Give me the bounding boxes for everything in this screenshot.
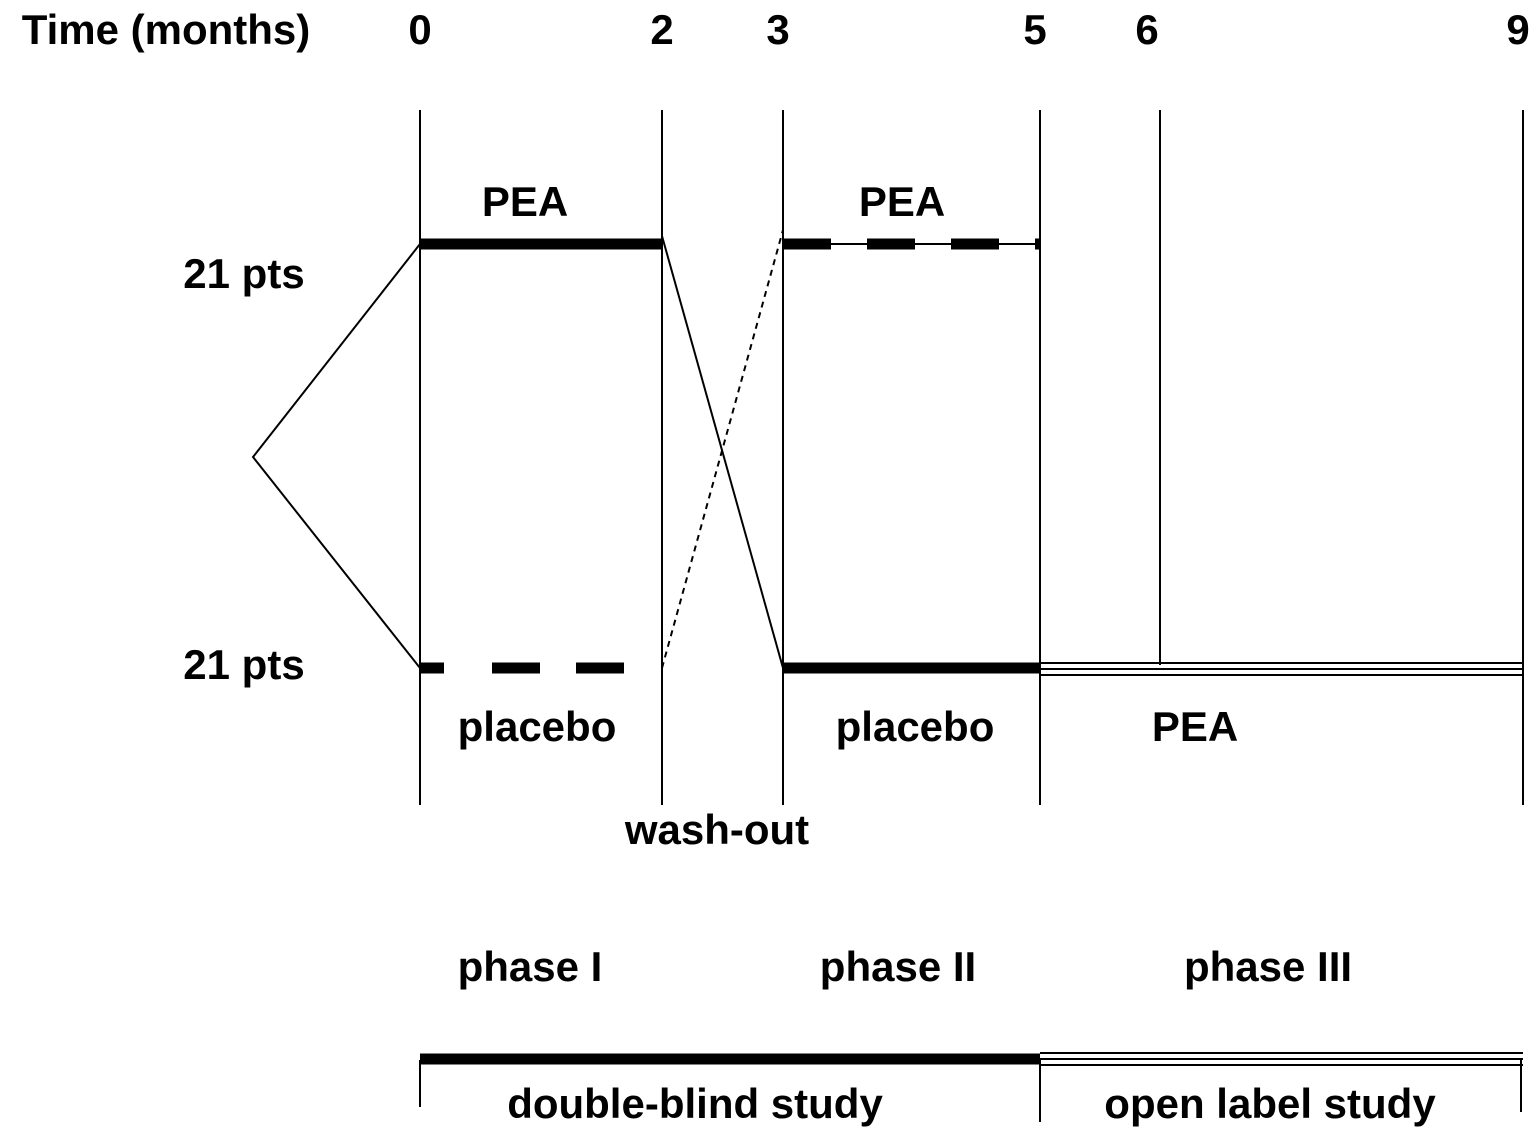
treatment-label: PEA bbox=[859, 178, 945, 225]
group-label: 21 pts bbox=[183, 641, 304, 688]
time-axis-label: Time (months) bbox=[22, 6, 311, 53]
treatment-label: PEA bbox=[482, 178, 568, 225]
arms bbox=[251, 229, 1523, 676]
treatment-label: PEA bbox=[1152, 703, 1238, 750]
phase-label: phase II bbox=[820, 943, 976, 990]
study-label: double-blind study bbox=[507, 1080, 883, 1127]
time-tick: 9 bbox=[1506, 6, 1529, 53]
study-label: open label study bbox=[1104, 1080, 1436, 1127]
washout-label: wash-out bbox=[624, 806, 809, 853]
time-tick: 3 bbox=[766, 6, 789, 53]
treatment-label: placebo bbox=[836, 703, 995, 750]
phase-label: phase III bbox=[1184, 943, 1352, 990]
time-tick: 5 bbox=[1023, 6, 1046, 53]
time-tick: 2 bbox=[650, 6, 673, 53]
group-label: 21 pts bbox=[183, 250, 304, 297]
treatment-label: placebo bbox=[458, 703, 617, 750]
time-lines bbox=[419, 110, 1524, 805]
study-brackets bbox=[419, 1052, 1523, 1122]
phase-label: phase I bbox=[458, 943, 603, 990]
time-tick: 0 bbox=[408, 6, 431, 53]
time-tick: 6 bbox=[1135, 6, 1158, 53]
